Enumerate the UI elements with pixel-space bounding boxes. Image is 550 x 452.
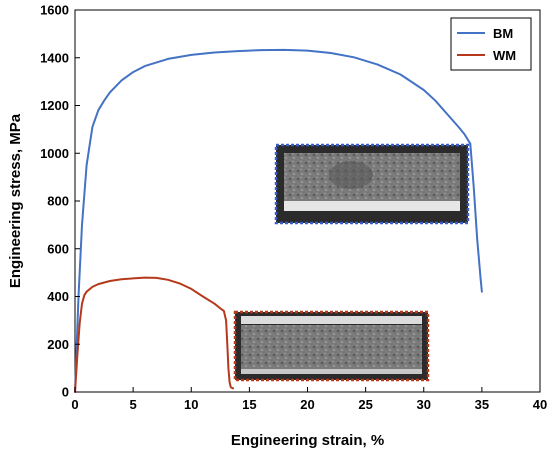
x-tick-label: 40 [533,397,547,412]
curves [74,48,483,393]
x-tick-label: 5 [130,397,137,412]
y-tick-label: 1200 [40,98,69,113]
x-tick-label: 25 [358,397,372,412]
legend-label: BM [493,26,513,41]
x-tick-label: 20 [300,397,314,412]
axes: 0 5 10 15 20 25 30 35 40020040060080010001200140… [40,3,547,413]
y-tick-label: 400 [47,289,69,304]
x-tick-label: 15 [242,397,256,412]
y-tick-label: 800 [47,194,69,209]
y-tick-label: 1600 [40,3,69,18]
x-tick-label: 0 [71,397,78,412]
y-tick-label: 1400 [40,50,69,65]
legend-label: WM [493,48,516,63]
bm-inset-border [274,143,470,225]
wm-bottom-lip [241,369,422,374]
series-line-bm [74,48,483,393]
x-tick-label: 10 [184,397,198,412]
wm-top-lip [241,316,422,324]
bm-dark-region [329,161,373,189]
y-tick-label: 1000 [40,146,69,161]
legend-box [450,17,532,71]
x-tick-label: 30 [417,397,431,412]
y-tick-label: 0 [62,385,69,400]
x-tick-label: 35 [475,397,489,412]
wm-fracture-surface [241,325,422,369]
legend: BM WM [450,17,532,71]
fracture-insets [233,143,470,382]
series-line-wm [74,276,235,393]
y-tick-label: 600 [47,241,69,256]
x-axis-title: Engineering strain, % [231,432,384,449]
y-axis-title: Engineering stress, MPa [7,113,24,288]
y-tick-label: 200 [47,337,69,352]
wm-inset-border [233,310,430,382]
bm-shear-lip [284,201,460,211]
